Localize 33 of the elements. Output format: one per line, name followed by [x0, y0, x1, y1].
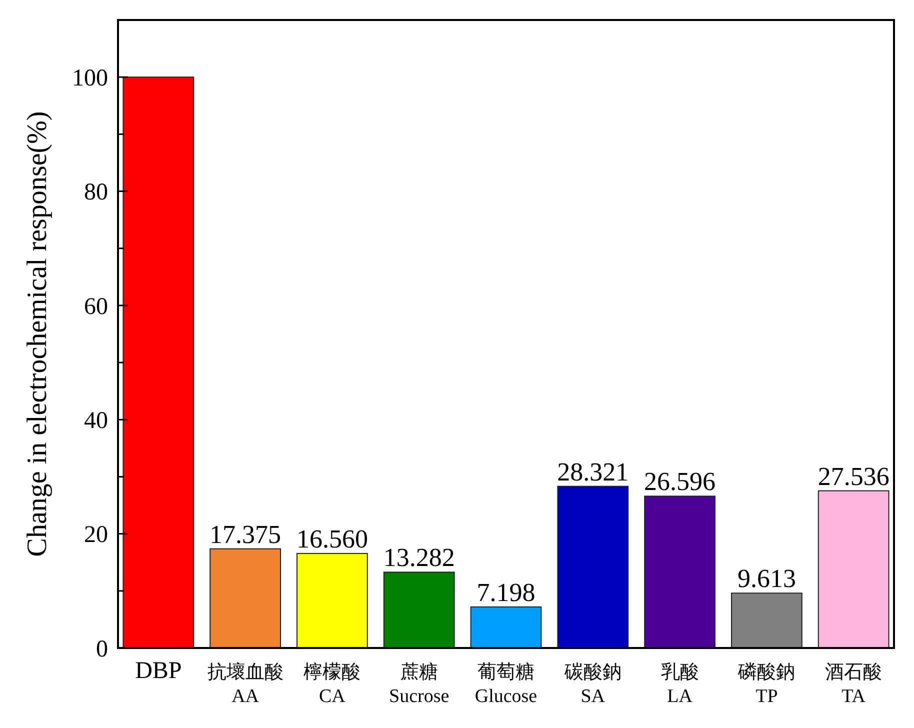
- bar: [470, 606, 542, 648]
- y-axis-title: Change in electrochemical response(%): [22, 111, 53, 557]
- bar: [644, 496, 716, 648]
- data-label: 13.282: [383, 543, 455, 572]
- x-tick-label: 抗壞血酸 AA: [207, 662, 284, 707]
- bar: [557, 486, 629, 648]
- bar: [731, 592, 802, 648]
- y-tick-label: 0: [96, 636, 108, 662]
- data-label: 9.613: [737, 564, 796, 594]
- x-tick-label: 酒石酸 TA: [825, 662, 882, 707]
- data-label: 27.536: [818, 462, 890, 491]
- bar: [296, 552, 368, 648]
- data-label: 16.560: [296, 524, 368, 554]
- data-label: 17.375: [210, 520, 282, 549]
- y-tick-label: 100: [72, 65, 108, 92]
- bar: [122, 76, 194, 648]
- x-tick-label: 檸檬酸 CA: [304, 662, 361, 707]
- y-tick-label: 60: [84, 294, 108, 320]
- x-tick-label: 碳酸鈉 SA: [563, 662, 622, 707]
- x-tick-label: 磷酸鈉 TP: [737, 662, 796, 707]
- data-label: 26.596: [644, 467, 716, 496]
- bar: [383, 572, 455, 648]
- bar: [818, 490, 890, 648]
- y-tick-label: 20: [84, 522, 108, 548]
- bar: [210, 548, 281, 648]
- x-tick-label: 蔗糖 Sucrose: [389, 662, 450, 707]
- y-tick-label: 80: [84, 180, 108, 206]
- data-label: 28.321: [557, 457, 629, 486]
- y-tick-label: 40: [84, 408, 108, 434]
- x-tick-label: 乳酸 LA: [660, 662, 699, 707]
- x-tick-label: DBP: [135, 658, 182, 684]
- data-label: 7.198: [476, 578, 536, 607]
- x-tick-label: 葡萄糖 Glucose: [474, 662, 538, 707]
